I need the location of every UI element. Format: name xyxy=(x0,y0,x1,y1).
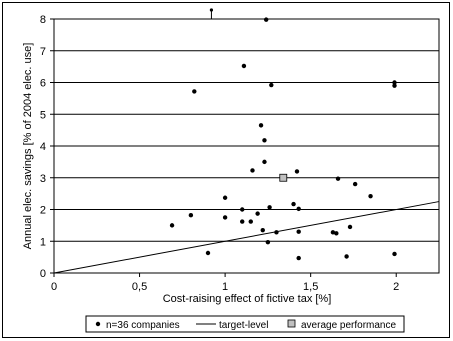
company-point xyxy=(274,230,279,235)
company-point xyxy=(368,193,373,199)
legend: n=36 companies target-level average perf… xyxy=(85,315,405,333)
company-point xyxy=(248,219,253,224)
company-point xyxy=(240,219,245,224)
company-point xyxy=(262,138,267,143)
y-tick-label: 5 xyxy=(40,109,46,121)
company-point xyxy=(192,89,197,94)
company-point xyxy=(296,206,301,212)
legend-label-companies: n=36 companies xyxy=(106,320,180,331)
company-point xyxy=(334,231,339,236)
company-point xyxy=(222,215,228,220)
company-point xyxy=(260,227,265,233)
company-point xyxy=(344,254,349,259)
company-point xyxy=(347,224,353,230)
legend-label-average: average performance xyxy=(301,320,396,331)
company-point xyxy=(352,181,358,187)
tick-labels: 0 1 2 3 4 5 6 7 8 0 0,5 1 1,5 2 xyxy=(40,14,399,293)
company-point xyxy=(296,229,301,234)
y-tick-label: 0 xyxy=(40,268,46,280)
y-tick-label: 3 xyxy=(40,173,46,185)
company-point xyxy=(240,207,245,212)
company-point xyxy=(255,211,260,216)
x-tick-label: 1 xyxy=(222,281,228,293)
company-point xyxy=(205,250,211,256)
x-axis-label: Cost-raising effect of fictive tax [%] xyxy=(163,293,332,305)
outlier-point xyxy=(209,8,214,12)
grid xyxy=(54,50,439,242)
company-point xyxy=(188,213,194,218)
company-point xyxy=(335,176,341,181)
plot-area xyxy=(53,18,440,274)
company-point xyxy=(265,240,271,245)
company-point xyxy=(222,195,228,200)
x-tick-label: 0 xyxy=(51,281,57,293)
x-tick-label: 1,5 xyxy=(303,281,318,293)
company-point xyxy=(296,255,301,261)
y-tick-label: 2 xyxy=(40,205,46,217)
y-tick-label: 6 xyxy=(40,78,46,90)
company-point xyxy=(330,230,336,235)
y-axis-label: Annual elec. savings [% of 2004 elec. us… xyxy=(22,43,34,250)
company-point xyxy=(250,168,255,173)
company-point xyxy=(258,123,264,128)
x-tick-label: 0,5 xyxy=(132,281,147,293)
y-tick-label: 7 xyxy=(40,46,46,58)
company-point xyxy=(392,251,397,257)
company-point xyxy=(392,80,397,85)
company-point xyxy=(269,82,274,88)
company-point xyxy=(262,159,267,165)
y-tick-label: 1 xyxy=(40,236,46,248)
company-point xyxy=(267,205,272,210)
data-series xyxy=(53,8,440,274)
company-point xyxy=(263,17,269,22)
y-tick-label: 8 xyxy=(40,14,46,26)
y-tick-label: 4 xyxy=(40,141,46,153)
company-point xyxy=(241,63,247,69)
x-tick-label: 2 xyxy=(393,281,399,293)
target-level-line xyxy=(53,201,440,274)
company-point xyxy=(169,223,175,228)
company-point xyxy=(291,201,296,207)
legend-marker-average xyxy=(287,319,296,328)
legend-label-target: target-level xyxy=(219,320,268,331)
average-performance-point xyxy=(279,173,288,182)
company-point xyxy=(294,169,300,174)
company-point xyxy=(392,83,397,88)
legend-box xyxy=(85,315,405,333)
legend-marker-companies xyxy=(95,321,101,327)
chart-frame xyxy=(2,2,450,338)
